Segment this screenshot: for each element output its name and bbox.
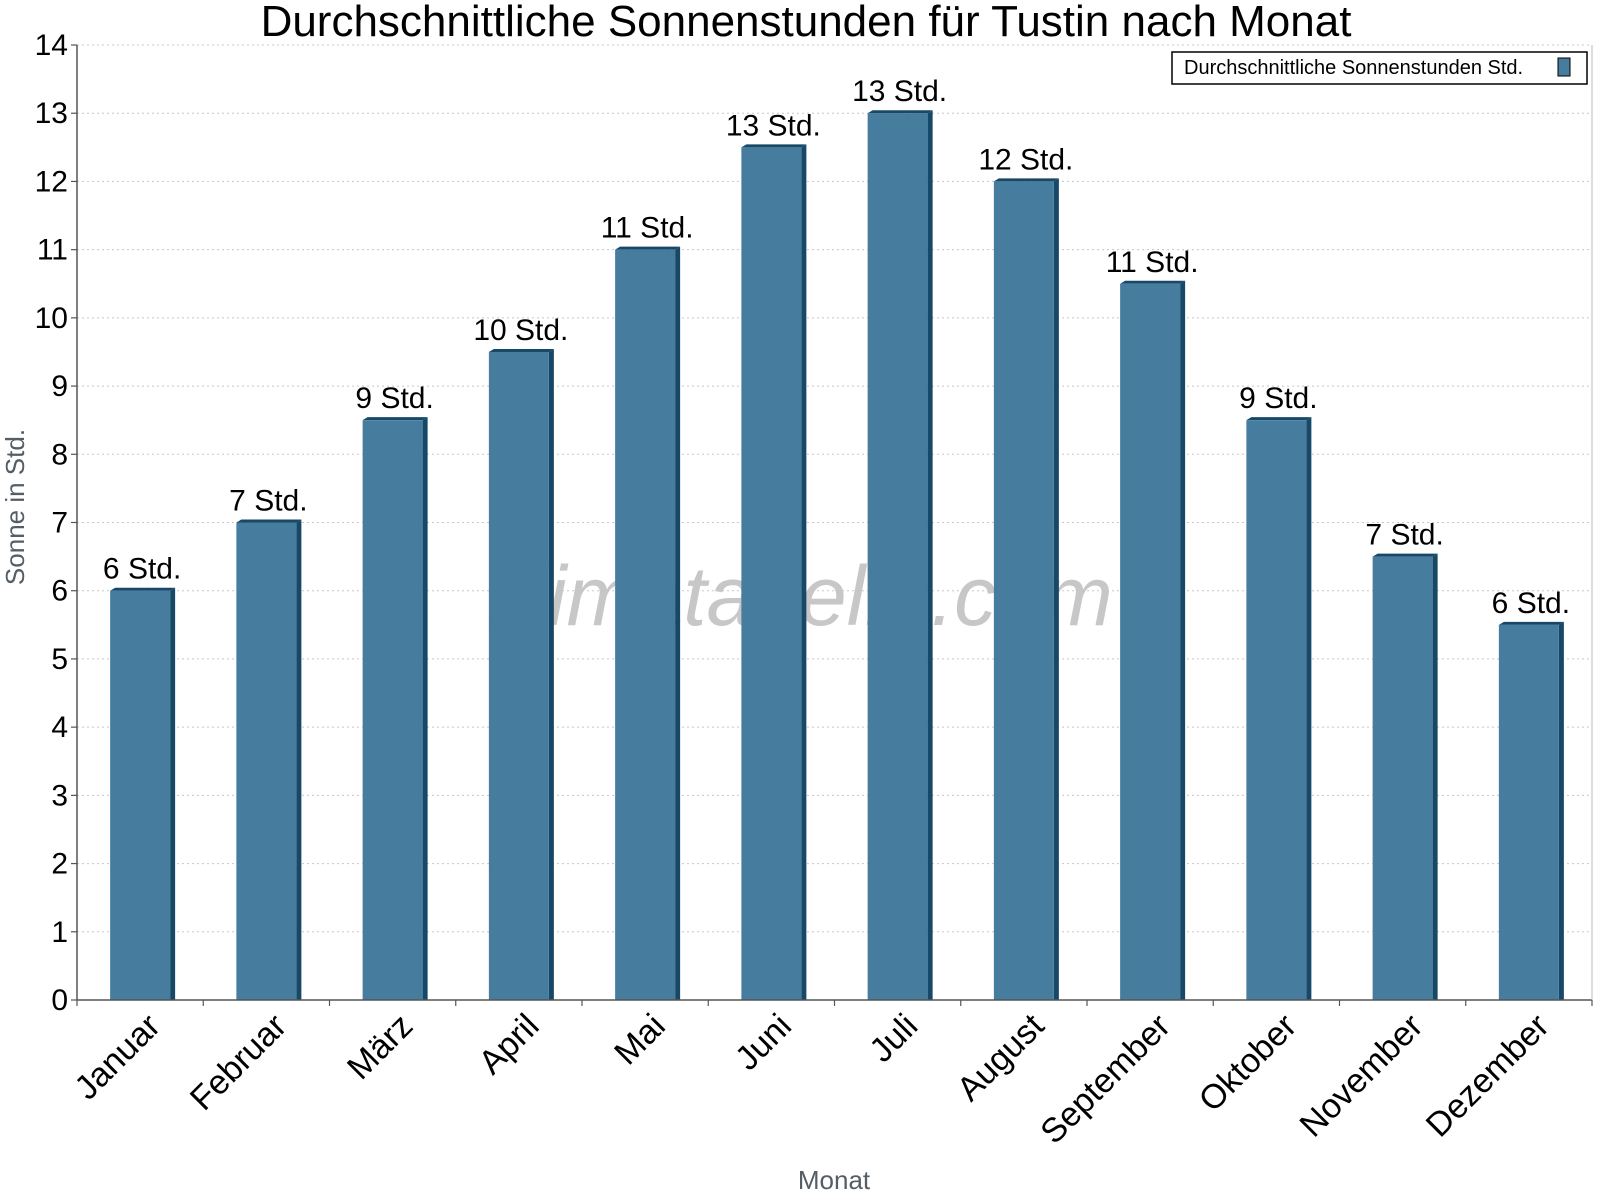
y-tick-label: 9 [51, 370, 68, 403]
bar-side [296, 519, 302, 1000]
bar-top [236, 519, 302, 523]
bar-side [1432, 553, 1438, 1000]
bar-top [867, 110, 933, 114]
bar-top [110, 587, 176, 591]
bar [362, 420, 423, 1000]
bar [1246, 420, 1307, 1000]
bar [1372, 556, 1433, 1000]
bar [488, 351, 549, 1000]
bar-top [1120, 280, 1186, 284]
bar-side [1306, 417, 1312, 1000]
axes [71, 44, 1593, 1006]
y-tick-label: 2 [51, 848, 68, 881]
bar [993, 181, 1054, 1000]
bar-top [615, 246, 681, 250]
data-label: 9 Std. [355, 382, 433, 415]
y-tick-label: 13 [35, 97, 68, 130]
bar-side [1180, 280, 1186, 1000]
data-label: 6 Std. [1492, 587, 1570, 620]
bar [1120, 283, 1181, 1000]
x-tick-label: April [472, 1007, 547, 1082]
bar-top [741, 144, 807, 148]
x-tick-label: August [950, 1006, 1052, 1108]
bar-side [1053, 178, 1059, 1000]
x-tick-label: Oktober [1192, 1007, 1304, 1119]
y-tick-label: 5 [51, 643, 68, 676]
data-label: 7 Std. [229, 485, 307, 518]
data-label: 13 Std. [726, 109, 821, 142]
legend-swatch [1557, 57, 1571, 77]
legend-box [1171, 51, 1588, 85]
bar-top [1498, 621, 1564, 625]
y-tick-label: 0 [51, 984, 68, 1017]
y-tick-label: 7 [51, 507, 68, 540]
x-tick-label: Januar [67, 1007, 167, 1107]
x-tick-labels: Januar Februar März April Mai Juni Juli AugustS… [67, 1006, 1556, 1151]
bar-side [422, 417, 428, 1000]
y-tick-label: 14 [35, 29, 68, 62]
x-tick-label: März [340, 1007, 420, 1087]
data-labels: 6 Std. 7 Std. 9 Std. 10 Std. 11 Std. 13 Std. 1… [103, 75, 1570, 620]
bar-side [170, 587, 176, 1000]
data-label: 10 Std. [473, 314, 568, 347]
bar [741, 147, 802, 1001]
data-label: 12 Std. [978, 143, 1073, 176]
y-tick-label: 3 [51, 779, 68, 812]
x-tick-label: Dezember [1419, 1007, 1557, 1145]
x-axis-label: Monat [798, 1165, 871, 1195]
data-label: 11 Std. [601, 212, 694, 245]
data-label: 9 Std. [1239, 382, 1317, 415]
bar-side [675, 246, 681, 1001]
data-label: 6 Std. [103, 553, 181, 586]
y-tick-label: 8 [51, 438, 68, 471]
bar [110, 590, 171, 1000]
bar-top [1246, 417, 1312, 421]
bar [1498, 624, 1559, 1000]
x-tick-label: Mai [607, 1007, 673, 1073]
bar-top [488, 348, 554, 352]
y-tick-label: 4 [51, 711, 68, 744]
x-tick-label: Februar [183, 1007, 294, 1118]
bar-top [362, 417, 428, 421]
bar-side [927, 110, 933, 1000]
x-tick-label: Juli [862, 1007, 925, 1070]
bar [615, 249, 676, 1001]
legend: Durchschnittliche Sonnenstunden Std. [1171, 51, 1588, 85]
bars [110, 110, 1564, 1001]
bar-side [548, 348, 554, 1000]
data-label: 13 Std. [852, 75, 947, 108]
bar [867, 113, 928, 1000]
bar-side [801, 144, 807, 1001]
bar-top [1372, 553, 1438, 557]
bar-top [993, 178, 1059, 182]
chart-title: Durchschnittliche Sonnenstunden für Tust… [261, 0, 1352, 46]
x-tick-label: September [1033, 1007, 1177, 1151]
data-label: 7 Std. [1365, 519, 1443, 552]
y-tick-label: 6 [51, 575, 68, 608]
y-axis-label: Sonne in Std. [0, 429, 30, 585]
y-tick-label: 11 [37, 234, 68, 267]
bar-side [1558, 621, 1564, 1000]
y-tick-label: 12 [35, 165, 68, 198]
x-tick-label: November [1293, 1007, 1431, 1145]
x-tick-label: Juni [728, 1007, 799, 1078]
data-label: 11 Std. [1106, 246, 1199, 279]
legend-entry-label: Durchschnittliche Sonnenstunden Std. [1184, 57, 1523, 79]
bar [236, 522, 297, 1000]
y-tick-label: 1 [51, 916, 68, 949]
y-tick-label: 10 [35, 302, 68, 335]
